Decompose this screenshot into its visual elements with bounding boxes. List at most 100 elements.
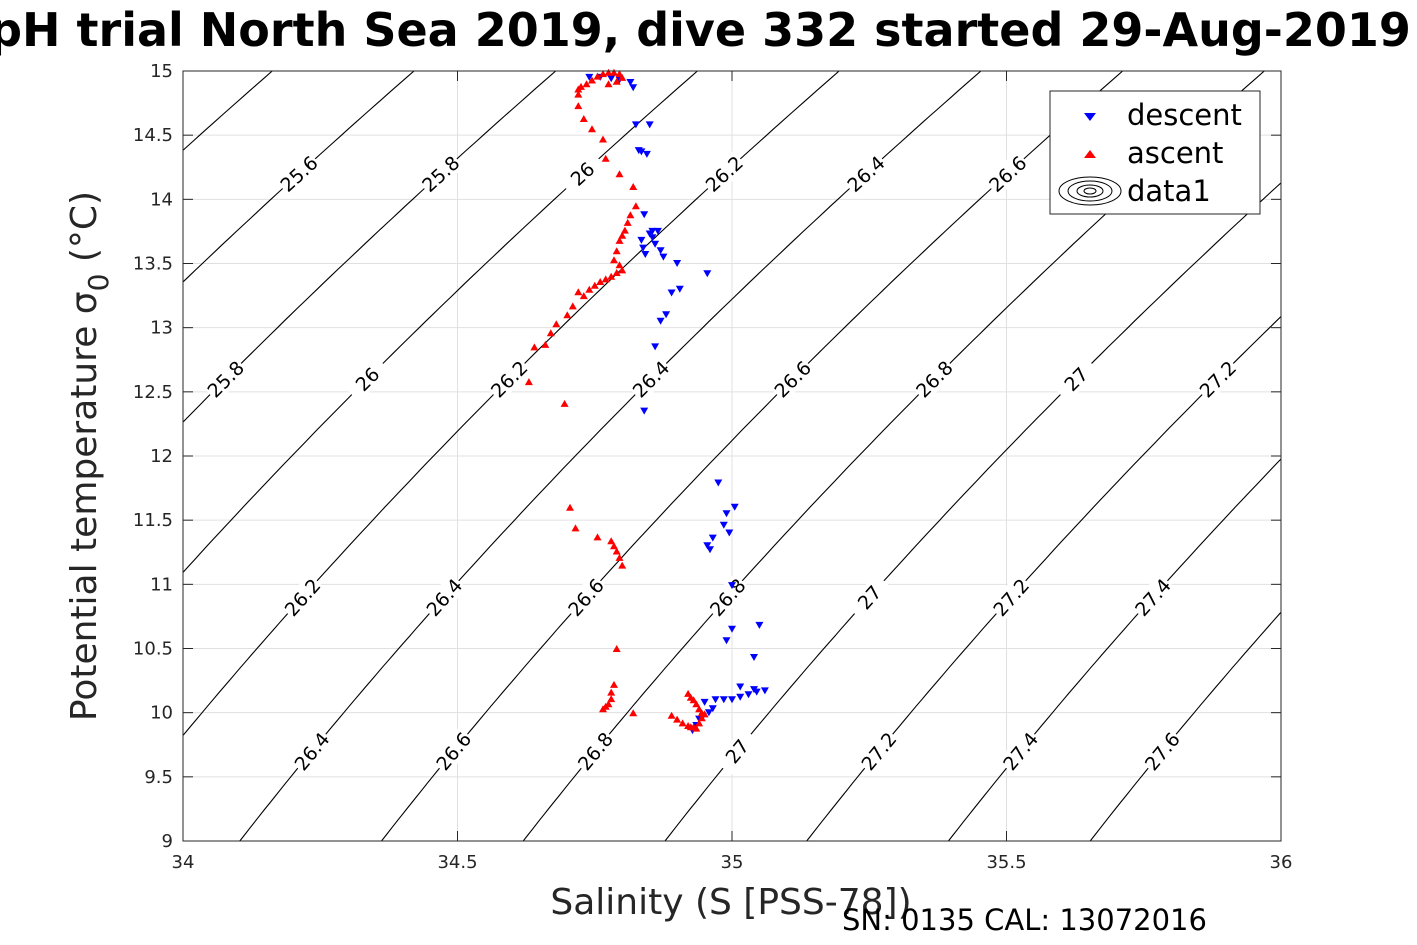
x-axis-label: Salinity (S [PSS-78]) xyxy=(550,882,911,923)
contour-line xyxy=(1089,611,1281,841)
ascent-point xyxy=(541,340,550,348)
ascent-point xyxy=(620,226,629,234)
ascent-point xyxy=(631,202,640,210)
ascent-point xyxy=(610,542,618,550)
y-tick-label: 13 xyxy=(150,318,173,339)
ascent-point xyxy=(546,329,555,337)
contour-label-bg xyxy=(997,727,1043,776)
y-tick-label: 10.5 xyxy=(133,639,173,660)
y-tick-label: 12 xyxy=(150,446,173,467)
x-tick-label: 36 xyxy=(1270,852,1293,873)
ascent-point xyxy=(623,218,632,226)
ascent-point xyxy=(552,320,561,328)
ascent-point xyxy=(610,68,618,76)
contour-label-bg xyxy=(416,150,465,197)
descent-point xyxy=(752,688,761,696)
ascent-point xyxy=(582,80,591,88)
contour-line xyxy=(183,71,415,283)
descent-point xyxy=(700,698,709,706)
descent-point xyxy=(730,503,739,511)
y-tick-label: 14 xyxy=(150,189,173,210)
ascent-point xyxy=(607,537,616,545)
descent-point xyxy=(728,696,736,704)
ascent-point xyxy=(599,705,607,713)
contour-label: 27.2 xyxy=(857,729,901,776)
ascent-point xyxy=(607,695,616,703)
legend-ascent-label: ascent xyxy=(1127,136,1223,170)
descent-point xyxy=(642,150,651,158)
contour-label-bg xyxy=(558,150,607,197)
contour-label: 26.8 xyxy=(574,728,618,775)
axis-ticks: 34 34.5 35 35.5 36 9 9.5 10 10.5 11 11.5 12 12.5 13 13… xyxy=(133,61,1293,873)
contour-label-bg xyxy=(279,573,326,621)
ascent-point xyxy=(686,693,695,701)
contour-label-bg xyxy=(627,355,675,403)
y-tick-label: 10 xyxy=(150,703,173,724)
ascent-point xyxy=(604,68,613,76)
descent-point xyxy=(722,637,731,645)
contour-label-bg xyxy=(1139,727,1185,776)
contour-line xyxy=(239,71,982,841)
ascent-point xyxy=(629,183,638,190)
ascent-point xyxy=(601,275,610,283)
ascent-point xyxy=(601,154,610,162)
descent-point xyxy=(714,479,723,487)
legend-box xyxy=(1049,90,1261,215)
y-tick-label: 11 xyxy=(150,574,173,595)
descent-point xyxy=(708,705,717,713)
legend-data1-label: data1 xyxy=(1127,174,1211,208)
descent-point xyxy=(653,227,662,235)
descent-point xyxy=(639,244,648,252)
ascent-point xyxy=(618,73,627,81)
descent-point xyxy=(645,121,654,129)
ascent-point xyxy=(588,76,596,84)
contour-line xyxy=(664,182,1281,841)
contour-line xyxy=(183,71,557,423)
ascent-point xyxy=(610,680,618,688)
contour-labels: 25.625.825.8262626.226.226.226.426.426.4… xyxy=(202,150,1242,776)
descent-point xyxy=(703,270,712,278)
descent-point xyxy=(637,236,646,244)
descent-point xyxy=(704,709,713,717)
contour-line xyxy=(183,71,840,737)
descent-point xyxy=(719,696,728,704)
ascent-point xyxy=(697,714,706,722)
y-tick-label: 14.5 xyxy=(133,125,173,146)
contour-line xyxy=(183,71,698,574)
ascent-point xyxy=(590,281,599,289)
descent-point xyxy=(722,510,731,518)
ascent-point xyxy=(588,125,596,133)
descent-point xyxy=(719,521,728,529)
descent-point xyxy=(728,582,736,590)
x-tick-label: 35.5 xyxy=(986,852,1026,873)
ascent-point xyxy=(610,256,618,264)
descent-point xyxy=(711,696,720,704)
contour-label-bg xyxy=(983,150,1032,197)
y-tick-label: 11.5 xyxy=(133,510,173,531)
ascent-point xyxy=(678,719,687,727)
contour-label: 26.4 xyxy=(629,357,675,402)
ascent-point xyxy=(593,72,602,80)
ascent-point xyxy=(615,236,624,244)
ascent-point xyxy=(684,689,693,697)
y-tick-label: 9 xyxy=(162,831,173,852)
descent-point xyxy=(637,148,646,156)
ascent-point xyxy=(618,561,627,569)
ascent-point xyxy=(692,700,701,708)
descent-point xyxy=(626,79,635,86)
contour-label-bg xyxy=(842,150,890,197)
contour-line xyxy=(947,458,1281,841)
ascent-point xyxy=(612,547,621,555)
contour-line xyxy=(806,315,1281,841)
contour-label-bg xyxy=(430,727,476,776)
ascent-point xyxy=(563,311,572,319)
ascent-point xyxy=(618,231,627,239)
y-axis-label-text: Potential temperature σ0 (°C) xyxy=(64,191,115,721)
contour-label-bg xyxy=(700,150,748,197)
ascent-point xyxy=(607,272,616,280)
ascent-point xyxy=(524,378,533,386)
x-tick-label: 35 xyxy=(721,852,744,873)
contour-label-bg xyxy=(343,355,391,403)
contour-label-bg xyxy=(275,150,323,197)
contour-label-bg xyxy=(1194,355,1242,403)
